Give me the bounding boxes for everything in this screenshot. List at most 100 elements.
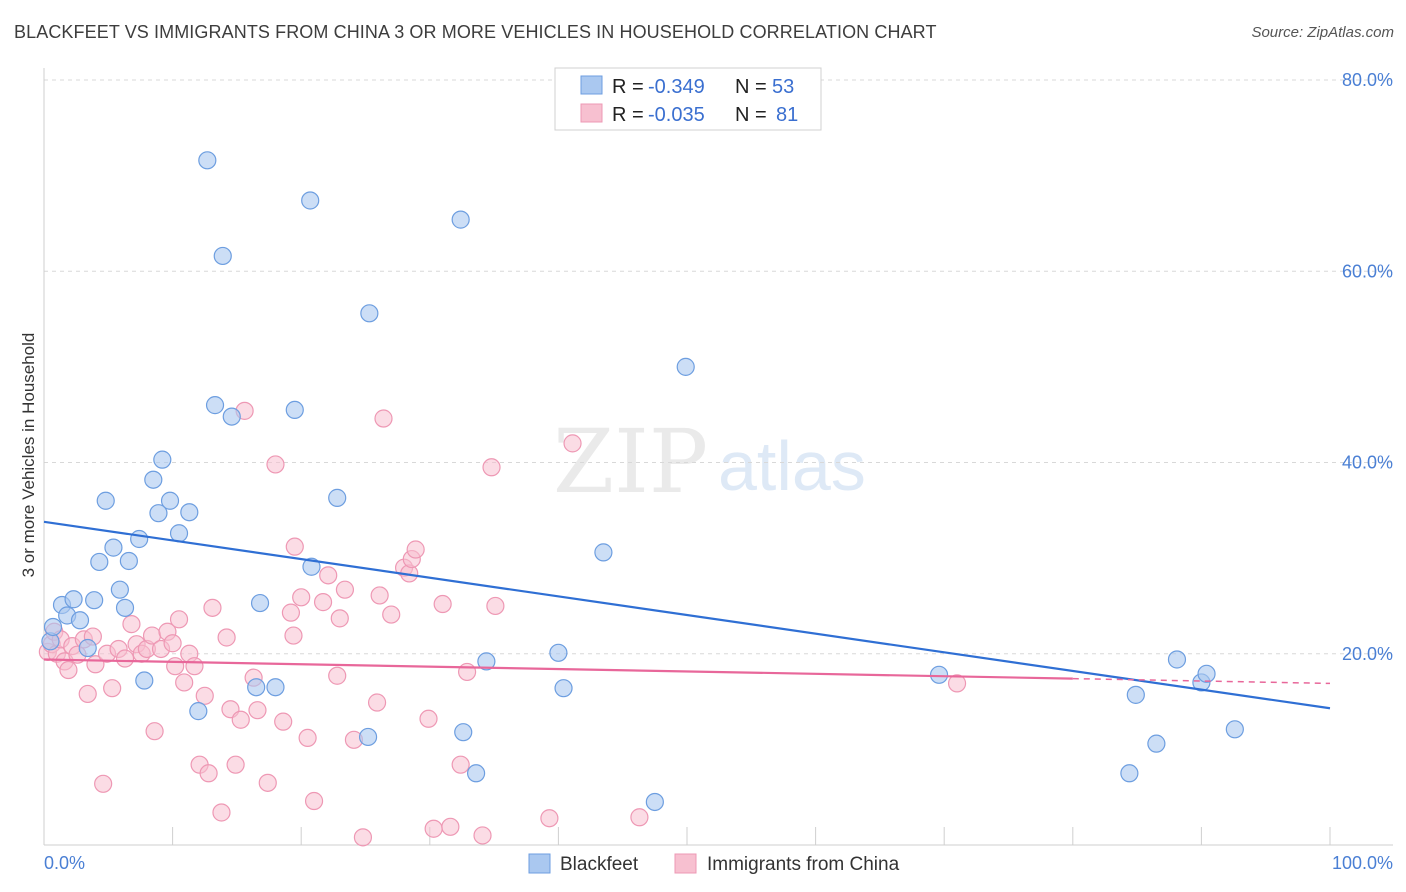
correlation-legend: R = -0.349 N = 53 R = -0.035 N = 81 (554, 67, 822, 131)
point-blackfeet-44 (676, 357, 695, 376)
point-blackfeet-41 (554, 679, 573, 698)
source-credit: Source: ZipAtlas.com (1251, 24, 1394, 41)
point-china-28 (169, 610, 189, 629)
legend-n-label-2: N = (735, 104, 767, 126)
watermark: ZIP atlas (553, 410, 866, 513)
point-blackfeet-46 (1120, 764, 1139, 783)
point-blackfeet-11 (110, 580, 129, 599)
point-china-57 (335, 580, 355, 599)
point-blackfeet-49 (1167, 650, 1187, 669)
point-china-55 (328, 666, 347, 685)
point-china-80 (947, 674, 967, 693)
point-blackfeet-47 (1126, 685, 1145, 704)
point-china-13 (94, 774, 113, 793)
bottom-legend-swatch-blackfeet (528, 853, 551, 874)
point-china-31 (185, 657, 204, 676)
point-china-76 (486, 596, 505, 616)
chart-title: BLACKFEET VS IMMIGRANTS FROM CHINA 3 OR … (14, 22, 937, 42)
legend-n-value-1: 53 (772, 76, 794, 98)
watermark-atlas: atlas (718, 427, 866, 505)
point-china-79 (630, 808, 649, 827)
bottom-legend-label-china: Immigrants from China (707, 854, 900, 875)
series-blackfeet-points (41, 151, 1244, 812)
grid-lines (44, 79, 1393, 655)
trend-line-china-extension (1072, 677, 1331, 685)
point-china-15 (103, 679, 122, 698)
point-blackfeet-43 (645, 792, 664, 812)
point-china-39 (226, 755, 245, 774)
point-blackfeet-33 (328, 488, 347, 507)
point-china-53 (313, 593, 333, 612)
point-china-75 (482, 458, 501, 477)
watermark-zip: ZIP (553, 410, 708, 513)
point-blackfeet-19 (160, 491, 180, 510)
legend-swatch-china (580, 103, 603, 123)
trend-line-china (43, 658, 1073, 680)
point-blackfeet-30 (285, 400, 304, 420)
point-china-46 (274, 712, 293, 731)
series-legend: Blackfeet Immigrants from China (528, 853, 900, 875)
point-china-43 (248, 701, 267, 720)
point-blackfeet-6 (78, 638, 97, 658)
point-blackfeet-26 (222, 407, 241, 426)
point-china-34 (199, 764, 218, 783)
point-china-6 (59, 660, 78, 680)
point-blackfeet-24 (205, 396, 225, 415)
point-china-47 (281, 603, 301, 622)
point-china-33 (195, 686, 214, 705)
point-blackfeet-7 (85, 591, 104, 610)
point-blackfeet-52 (1225, 720, 1244, 739)
series-china-points (38, 401, 967, 847)
point-blackfeet-20 (169, 524, 189, 543)
point-blackfeet-9 (96, 491, 115, 510)
point-china-45 (266, 455, 285, 474)
point-china-37 (217, 628, 236, 647)
legend-r-label-2: R = (612, 104, 644, 126)
point-blackfeet-18 (153, 450, 172, 469)
point-china-56 (330, 609, 349, 628)
trend-lines (43, 520, 1331, 710)
tick-labels: 20.0% 40.0% 60.0% 80.0% 0.0% 100.0% (44, 70, 1393, 873)
legend-r-value-1: -0.349 (648, 76, 705, 98)
trend-line-blackfeet (43, 520, 1331, 710)
point-blackfeet-25 (213, 246, 232, 266)
point-china-44 (258, 773, 277, 792)
point-china-67 (406, 540, 425, 559)
point-blackfeet-27 (247, 678, 266, 697)
point-blackfeet-42 (594, 543, 613, 562)
y-axis-label: 3 or more Vehicles in Household (19, 333, 38, 578)
point-blackfeet-1 (43, 617, 63, 637)
point-blackfeet-17 (149, 504, 168, 523)
point-china-10 (78, 684, 97, 704)
point-blackfeet-39 (477, 652, 496, 671)
point-china-77 (540, 809, 559, 828)
point-blackfeet-10 (104, 538, 123, 557)
y-tick-label-60: 60.0% (1342, 261, 1393, 281)
point-blackfeet-15 (135, 671, 154, 690)
point-china-18 (122, 615, 141, 634)
legend-r-value-2: -0.035 (648, 104, 705, 126)
point-blackfeet-4 (64, 590, 83, 609)
point-blackfeet-22 (189, 702, 208, 721)
point-blackfeet-35 (360, 304, 379, 323)
point-china-74 (473, 826, 492, 845)
point-blackfeet-13 (119, 551, 138, 571)
point-blackfeet-23 (198, 151, 217, 170)
point-china-27 (166, 657, 185, 676)
point-china-50 (292, 588, 311, 607)
x-tick-label-100: 100.0% (1332, 853, 1393, 873)
bottom-legend-label-blackfeet: Blackfeet (560, 854, 639, 875)
y-tick-label-20: 20.0% (1342, 644, 1393, 664)
point-china-23 (145, 722, 164, 741)
point-blackfeet-36 (451, 210, 470, 229)
point-china-52 (304, 791, 324, 811)
point-blackfeet-8 (90, 552, 109, 572)
point-blackfeet-14 (130, 529, 149, 549)
point-china-68 (419, 709, 438, 728)
point-china-26 (163, 634, 182, 653)
point-blackfeet-5 (70, 611, 90, 630)
point-blackfeet-37 (454, 723, 473, 742)
point-blackfeet-29 (266, 678, 285, 697)
point-blackfeet-34 (358, 727, 378, 747)
